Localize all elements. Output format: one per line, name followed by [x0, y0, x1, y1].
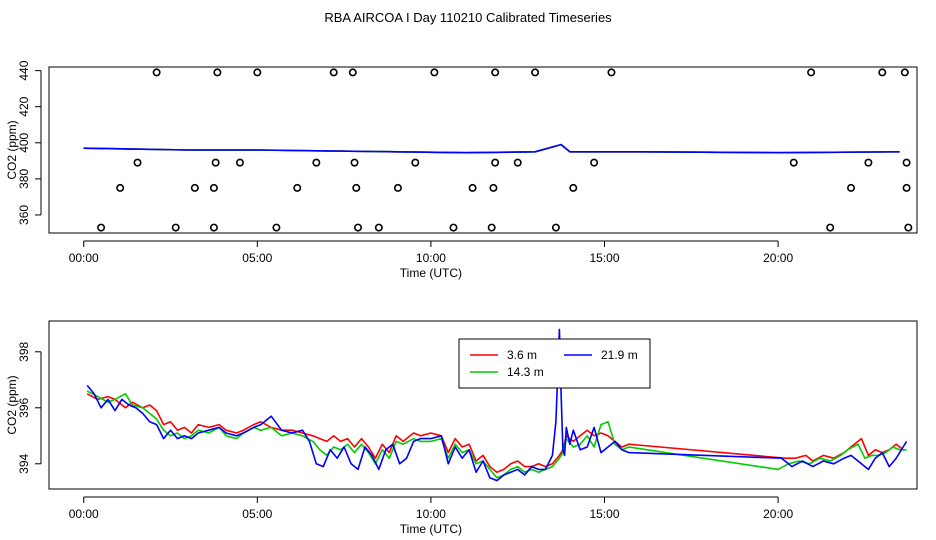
p1-data-point — [900, 68, 909, 77]
p1-data-point — [312, 158, 321, 167]
p1-points-group — [97, 68, 913, 232]
p1-data-point — [449, 223, 458, 232]
p1-data-point — [211, 158, 220, 167]
p2-legend-label-1: 3.6 m — [507, 348, 537, 362]
p1-data-point — [209, 223, 218, 232]
p1-x-axis: 00:00 05:00 10:00 15:00 20:00 Time (UTC) — [69, 240, 793, 280]
p1-data-point — [235, 158, 244, 167]
p1-data-point — [350, 158, 359, 167]
p1-y-tick-label: 360 — [17, 205, 31, 225]
p1-data-point — [489, 183, 498, 192]
p1-data-point — [116, 183, 125, 192]
p1-data-point — [847, 183, 856, 192]
p1-data-point — [411, 158, 420, 167]
p2-x-tick-label: 15:00 — [590, 507, 620, 521]
p2-y-tick-label: 396 — [17, 397, 31, 417]
p1-data-point — [272, 223, 281, 232]
p1-x-tick-label: 15:00 — [590, 251, 620, 265]
p2-legend: 3.6 m 14.3 m 21.9 m — [458, 338, 651, 389]
p1-x-tick-label: 10:00 — [416, 251, 446, 265]
p2-x-axis: 00:00 05:00 10:00 15:00 20:00 Time (UTC) — [69, 496, 793, 536]
p1-data-point — [133, 158, 142, 167]
p1-data-point — [393, 183, 402, 192]
p1-x-tick-label: 05:00 — [242, 251, 272, 265]
p1-series-line-1 — [83, 143, 900, 154]
p1-data-point — [253, 68, 262, 77]
p1-x-axis-label: Time (UTC) — [400, 266, 462, 280]
p1-data-point — [607, 68, 616, 77]
p1-data-point — [902, 183, 911, 192]
p1-data-point — [807, 68, 816, 77]
p1-data-point — [487, 223, 496, 232]
p1-x-tick-label: 00:00 — [69, 251, 99, 265]
p1-data-point — [902, 158, 911, 167]
p1-data-point — [352, 183, 361, 192]
p2-x-tick-label: 00:00 — [69, 507, 99, 521]
p1-y-tick-label: 440 — [17, 60, 31, 80]
p1-data-point — [551, 223, 560, 232]
p1-data-point — [904, 223, 913, 232]
p1-data-point — [190, 183, 199, 192]
p1-data-point — [97, 223, 106, 232]
p1-data-point — [374, 223, 383, 232]
p1-data-point — [513, 158, 522, 167]
chart-title: RBA AIRCOA I Day 110210 Calibrated Times… — [324, 10, 612, 25]
p1-data-point — [864, 158, 873, 167]
p1-x-tick-label: 20:00 — [763, 251, 793, 265]
p1-series-line-3 — [83, 143, 900, 154]
p1-data-point — [293, 183, 302, 192]
p1-data-point — [354, 223, 363, 232]
p2-plot-frame — [48, 320, 918, 490]
p2-series-line-2 — [86, 390, 907, 479]
p2-x-tick-label: 05:00 — [242, 507, 272, 521]
p1-series-group — [83, 143, 900, 154]
p1-data-point — [491, 68, 500, 77]
p1-data-point — [430, 68, 439, 77]
p1-data-point — [531, 68, 540, 77]
p1-data-point — [491, 158, 500, 167]
p1-data-point — [171, 223, 180, 232]
p2-x-axis-label: Time (UTC) — [400, 522, 462, 536]
p2-x-tick-label: 10:00 — [416, 507, 446, 521]
p2-y-axis: 394 396 398 CO2 (ppm) — [5, 341, 42, 474]
p1-data-point — [209, 183, 218, 192]
p2-y-tick-label: 398 — [17, 341, 31, 361]
p1-data-point — [468, 183, 477, 192]
p1-data-point — [826, 223, 835, 232]
p2-legend-box — [458, 338, 651, 389]
p2-legend-label-3: 21.9 m — [601, 348, 638, 362]
p2-legend-label-2: 14.3 m — [507, 365, 544, 379]
p1-data-point — [569, 183, 578, 192]
p1-data-point — [152, 68, 161, 77]
p1-series-line-2 — [83, 143, 900, 154]
p1-y-axis-label: CO2 (ppm) — [5, 120, 19, 179]
p1-data-point — [213, 68, 222, 77]
p1-y-axis: 360 380 400 420 440 CO2 (ppm) — [5, 60, 42, 225]
p1-plot-frame — [48, 66, 918, 234]
p1-data-point — [329, 68, 338, 77]
p1-data-point — [878, 68, 887, 77]
panel-top-scatter: 00:00 05:00 10:00 15:00 20:00 Time (UTC) 360 38… — [5, 60, 918, 280]
p1-data-point — [789, 158, 798, 167]
p1-y-tick-label: 420 — [17, 96, 31, 116]
p1-y-tick-label: 400 — [17, 132, 31, 152]
p2-y-tick-label: 394 — [17, 453, 31, 473]
p2-series-line-3 — [86, 328, 908, 482]
p2-series-group — [86, 328, 908, 482]
p1-y-tick-label: 380 — [17, 169, 31, 189]
p2-y-axis-label: CO2 (ppm) — [5, 375, 19, 434]
p1-data-point — [590, 158, 599, 167]
p1-data-point — [348, 68, 357, 77]
p2-x-tick-label: 20:00 — [763, 507, 793, 521]
